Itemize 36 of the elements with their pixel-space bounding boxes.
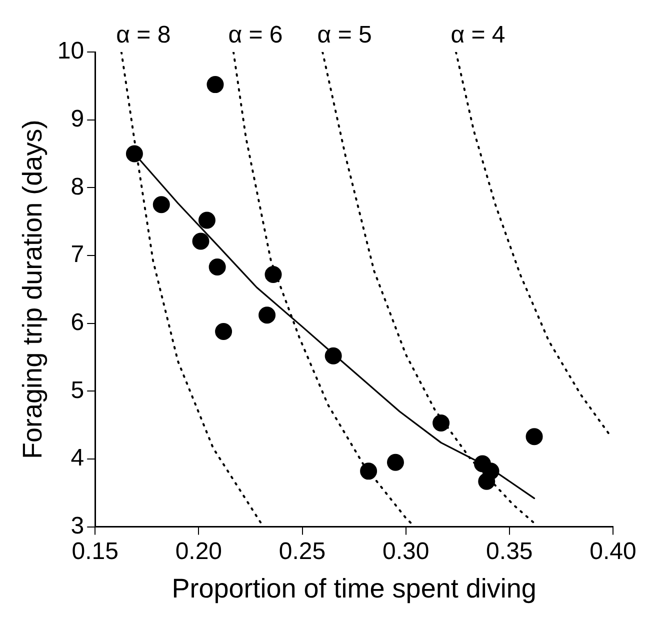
x-axis-title: Proportion of time spent diving (172, 573, 536, 604)
y-tick-label: 9 (70, 105, 84, 132)
point (526, 428, 543, 446)
y-tick-label: 10 (57, 38, 84, 65)
point (264, 266, 282, 283)
y-tick-label: 5 (70, 376, 84, 404)
x-tick-label: 0.35 (486, 538, 533, 565)
point (198, 212, 216, 229)
annotation: α = 6 (228, 22, 283, 49)
y-tick-label: 3 (70, 512, 84, 540)
x-tick-label: 0.40 (590, 538, 636, 565)
annotation: α = 8 (116, 22, 171, 49)
point (360, 462, 378, 480)
point (192, 232, 210, 250)
y-tick-label: 7 (70, 241, 84, 268)
line-series (120, 52, 264, 526)
x-tick-label: 0.30 (382, 538, 430, 565)
y-tick-label: 6 (70, 308, 84, 336)
point (258, 306, 276, 324)
point (324, 347, 342, 364)
point (208, 258, 226, 276)
point (152, 196, 170, 214)
y-tick-label: 4 (70, 444, 84, 472)
x-tick-label: 0.25 (278, 538, 326, 565)
point (432, 414, 450, 432)
annotation: α = 5 (317, 22, 372, 49)
point (386, 454, 404, 471)
point (215, 322, 232, 340)
y-tick-label: 8 (70, 173, 84, 200)
x-tick-label: 0.20 (175, 538, 222, 565)
y-axis-title: Foraging trip duration (days) (18, 120, 48, 459)
annotation: α = 4 (450, 22, 506, 49)
point (126, 145, 143, 162)
point (206, 76, 224, 94)
x-tick-label: 0.15 (72, 538, 118, 565)
point (478, 472, 496, 490)
